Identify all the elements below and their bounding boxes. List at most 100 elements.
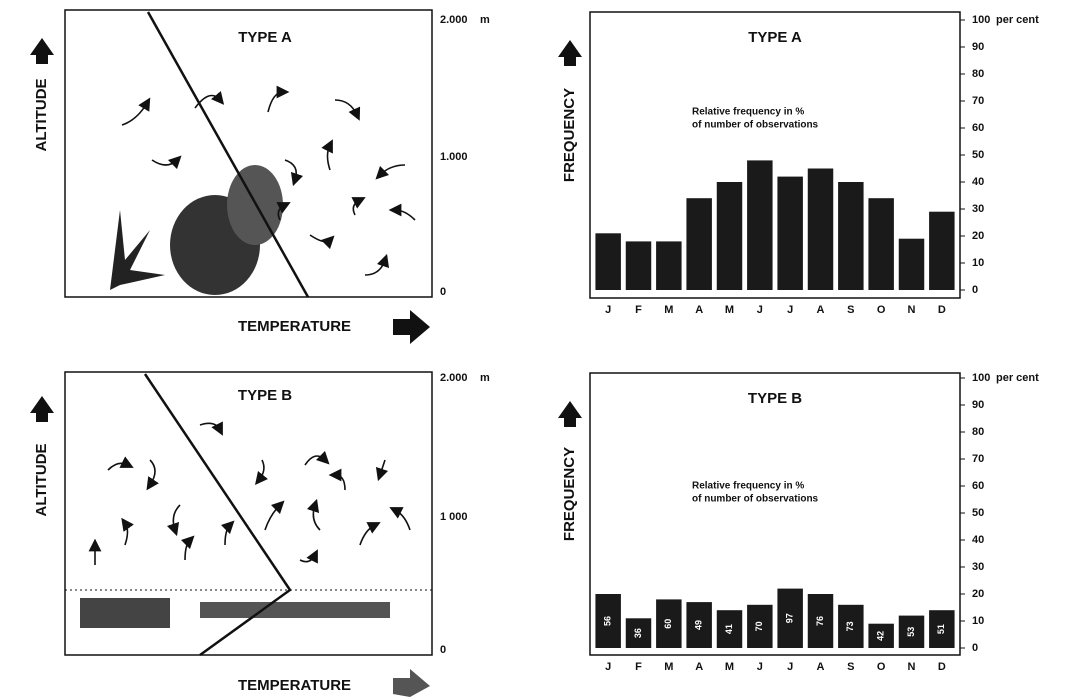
diagram-a: TYPE A 2.000 m 1.000 0 ALTITUDE TEMPERAT…	[30, 10, 490, 344]
block-arrow	[558, 401, 582, 427]
x-tick-label: A	[695, 661, 703, 673]
x-tick-label: M	[664, 304, 673, 316]
bar	[808, 169, 833, 291]
tick-label: 2.000	[440, 372, 468, 384]
x-tick-label: M	[664, 661, 673, 673]
bar-label: 49	[694, 620, 704, 630]
annotation: Relative frequency in %	[692, 107, 804, 118]
air-arrows	[95, 423, 410, 565]
bar	[626, 241, 651, 290]
tick-label: 1.000	[440, 151, 468, 163]
bar	[747, 160, 772, 290]
x-tick-label: J	[787, 304, 793, 316]
y-tick-label: 90	[972, 399, 984, 411]
vegetation	[80, 598, 170, 628]
x-tick-label: S	[847, 661, 854, 673]
y-tick-label: 80	[972, 68, 984, 80]
bar-label: 36	[633, 628, 643, 638]
bar-label: 51	[936, 624, 946, 634]
y-tick-label: 10	[972, 257, 984, 269]
y-tick-label: 0	[972, 642, 978, 654]
y-tick-label: 20	[972, 230, 984, 242]
y-axis-label: ALTITUDE	[33, 443, 50, 516]
x-tick-label: D	[938, 304, 946, 316]
x-tick-label: N	[908, 304, 916, 316]
block-arrow	[30, 396, 54, 422]
chart-title: TYPE B	[748, 390, 802, 407]
x-tick-label: O	[877, 304, 886, 316]
chart-title: TYPE A	[748, 29, 802, 46]
x-tick-label: A	[695, 304, 703, 316]
y-tick-label: 40	[972, 534, 984, 546]
diagram-b: TYPE B 2.000 m 1 000 0 ALTITUDE TEMPERAT…	[30, 372, 490, 697]
bar-label: 41	[724, 624, 734, 634]
annotation: of number of observations	[692, 494, 819, 505]
y-tick-label: 50	[972, 507, 984, 519]
y-tick-label: 30	[972, 203, 984, 215]
x-tick-label: S	[847, 304, 854, 316]
x-tick-label: J	[605, 661, 611, 673]
bar-chart: TYPE A FREQUENCY Relative frequency in % of…	[558, 12, 1039, 316]
block-arrow	[30, 38, 54, 64]
x-axis-label: TEMPERATURE	[238, 677, 351, 694]
x-tick-label: N	[908, 661, 916, 673]
y-tick-label: 100	[972, 14, 990, 26]
x-tick-label: J	[757, 304, 763, 316]
x-tick-label: O	[877, 661, 886, 673]
bar-label: 42	[876, 631, 886, 641]
x-tick-label: J	[787, 661, 793, 673]
y-tick-label: 60	[972, 122, 984, 134]
y-tick-label: 90	[972, 41, 984, 53]
bar	[717, 182, 742, 290]
bar	[929, 212, 954, 290]
bar	[899, 239, 924, 290]
diagram-title: TYPE A	[238, 29, 292, 46]
y-tick-label: 70	[972, 95, 984, 107]
y-unit: per cent	[996, 14, 1039, 26]
y-axis-label: FREQUENCY	[561, 88, 578, 182]
x-tick-label: F	[635, 304, 642, 316]
bar	[838, 182, 863, 290]
x-tick-label: J	[605, 304, 611, 316]
bar-chart: TYPE B FREQUENCY Relative frequency in % of…	[558, 372, 1039, 673]
y-axis-label: FREQUENCY	[561, 447, 578, 541]
y-tick-label: 70	[972, 453, 984, 465]
bar	[777, 177, 802, 290]
bar-label: 60	[663, 619, 673, 629]
tick-label: 2.000	[440, 14, 468, 26]
block-arrow	[558, 40, 582, 66]
bar-label: 73	[845, 621, 855, 631]
block-arrow	[393, 669, 430, 697]
unit-label: m	[480, 372, 490, 384]
bar	[656, 241, 681, 290]
y-tick-label: 0	[972, 284, 978, 296]
x-tick-label: F	[635, 661, 642, 673]
bar-label: 76	[815, 616, 825, 626]
plant	[110, 210, 165, 290]
chart-frame	[590, 373, 960, 655]
x-tick-label: M	[725, 304, 734, 316]
y-tick-label: 30	[972, 561, 984, 573]
unit-label: m	[480, 14, 490, 26]
y-tick-label: 40	[972, 176, 984, 188]
x-axis-label: TEMPERATURE	[238, 318, 351, 335]
y-tick-label: 100	[972, 372, 990, 384]
tick-label: 0	[440, 286, 446, 298]
x-tick-label: M	[725, 661, 734, 673]
diagram-title: TYPE B	[238, 387, 292, 404]
y-axis-label: ALTITUDE	[33, 78, 50, 151]
y-tick-label: 20	[972, 588, 984, 600]
y-tick-label: 80	[972, 426, 984, 438]
vegetation	[200, 602, 390, 618]
bar	[595, 233, 620, 290]
tick-label: 1 000	[440, 511, 468, 523]
x-tick-label: D	[938, 661, 946, 673]
figure: TYPE A 2.000 m 1.000 0 ALTITUDE TEMPERAT…	[0, 0, 1075, 697]
annotation: Relative frequency in %	[692, 481, 804, 492]
bar	[868, 198, 893, 290]
annotation: of number of observations	[692, 120, 819, 131]
bar-label: 97	[785, 613, 795, 623]
y-tick-label: 50	[972, 149, 984, 161]
y-tick-label: 60	[972, 480, 984, 492]
block-arrow	[393, 310, 430, 344]
